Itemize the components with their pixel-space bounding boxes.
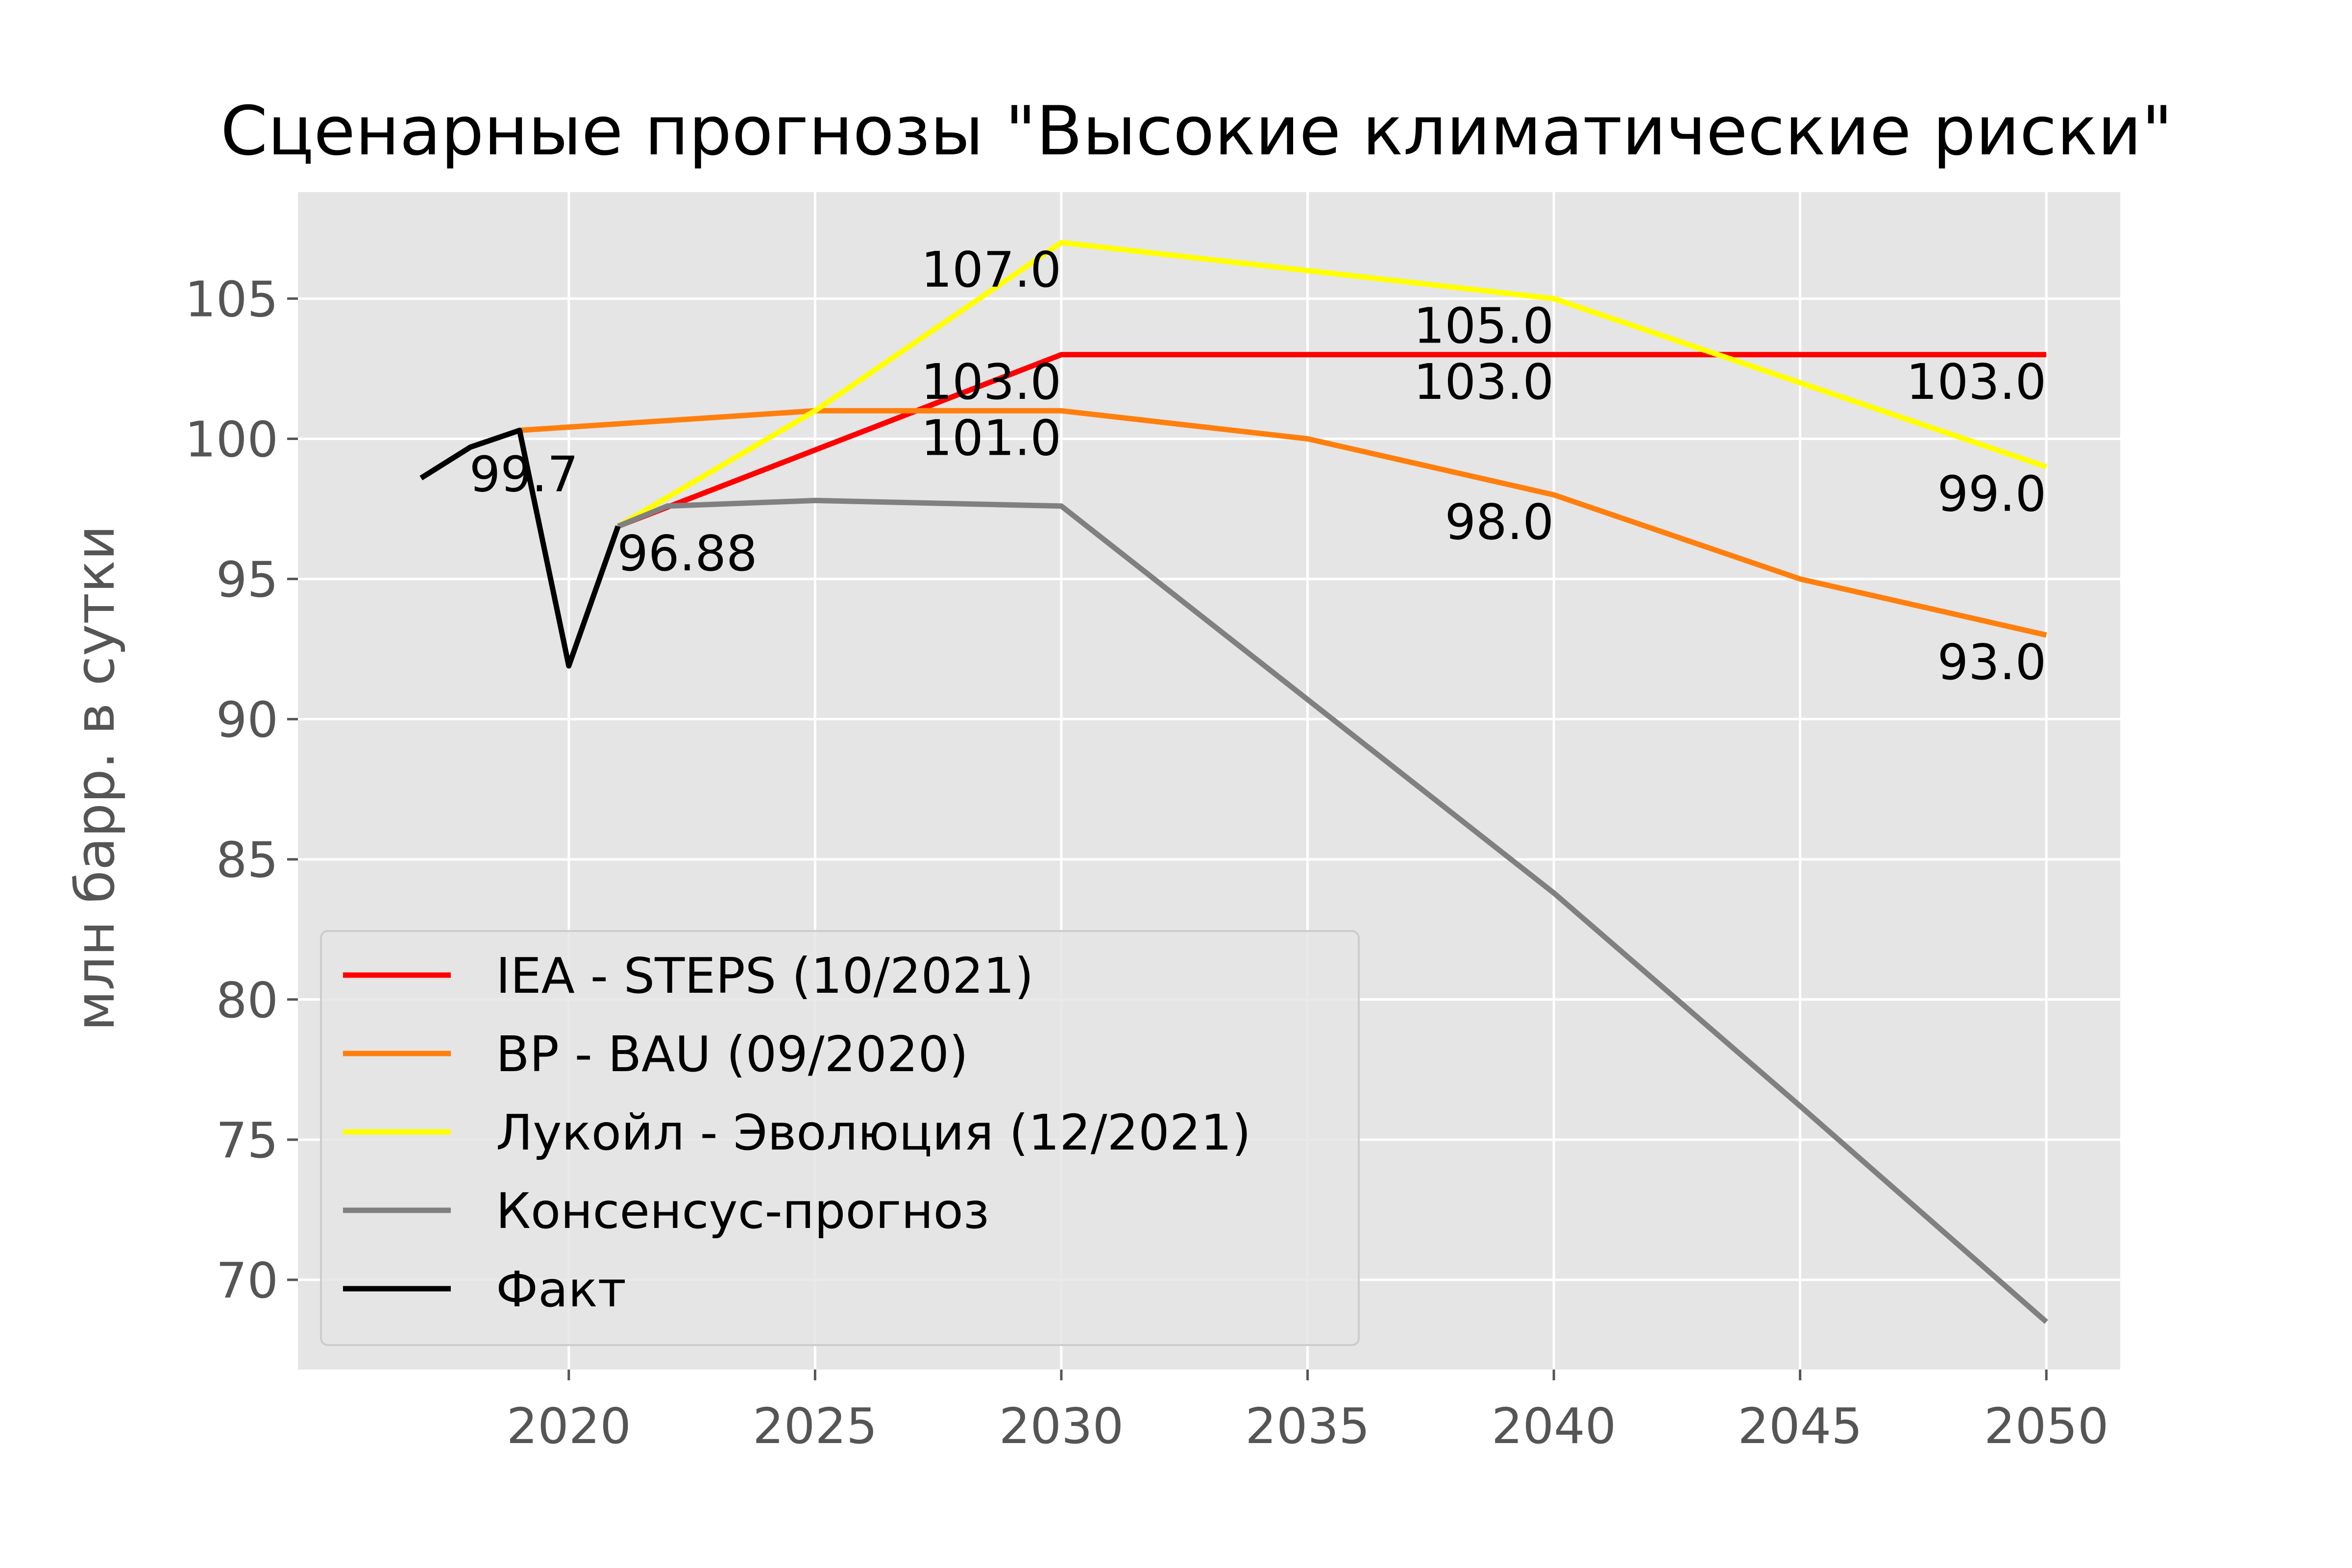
x-tick-label: 2025 [753,1397,878,1455]
legend-entry: IEA - STEPS (10/2021) [496,947,1034,1004]
data-label: 103.0 [1906,353,2046,411]
y-axis-ticks: 70 75 80 85 90 95 100 105 [185,270,298,1309]
data-label: 101.0 [921,409,1061,466]
y-tick-label: 80 [216,972,278,1029]
data-label: 107.0 [921,241,1061,298]
series-line-5 [419,427,621,669]
legend-entry: BP - BAU (09/2020) [496,1026,968,1083]
x-tick-label: 2045 [1738,1397,1862,1455]
series-line-4 [617,497,2048,1324]
legend-box [320,930,1360,1346]
chart-title: Сценарные прогнозы "Высокие климатически… [220,92,2173,171]
data-label: 96.88 [617,525,757,582]
data-label: 103.0 [1414,353,1554,411]
y-tick-label: 85 [216,832,278,889]
x-tick-label: 2040 [1492,1397,1617,1455]
series-lines [419,240,2048,1324]
x-tick-label: 2030 [999,1397,1124,1455]
legend-entry: Лукойл - Эволюция (12/2021) [496,1104,1251,1161]
y-tick-label: 75 [216,1112,278,1169]
y-axis-label: млн барр. в сутки [64,525,126,1031]
data-label: 99.0 [1937,466,2047,523]
legend-entry: Консенсус-прогноз [496,1182,989,1240]
data-label: 105.0 [1414,297,1554,354]
x-tick-label: 2050 [1984,1397,2109,1455]
y-tick-label: 95 [216,551,278,609]
x-tick-label: 2020 [507,1397,632,1455]
y-tick-label: 70 [216,1252,278,1309]
x-axis-ticks: 2020 2025 2030 2035 2040 2045 2050 [507,1370,2109,1455]
data-label: 103.0 [921,353,1061,411]
data-label: 98.0 [1445,493,1554,551]
x-tick-label: 2035 [1245,1397,1370,1455]
data-label: 93.0 [1937,634,2047,691]
series-line-3 [616,240,2047,529]
legend-entry: Факт [496,1261,626,1318]
series-line-1 [617,352,2047,529]
y-tick-label: 90 [216,691,278,749]
data-label: 99.7 [469,446,579,503]
y-tick-label: 100 [185,411,278,468]
legend: IEA - STEPS (10/2021) BP - BAU (09/2020) Л… [320,930,1360,1346]
y-tick-label: 105 [185,270,278,328]
data-labels: 99.796.88107.0103.0101.0105.0103.098.010… [469,241,2046,691]
